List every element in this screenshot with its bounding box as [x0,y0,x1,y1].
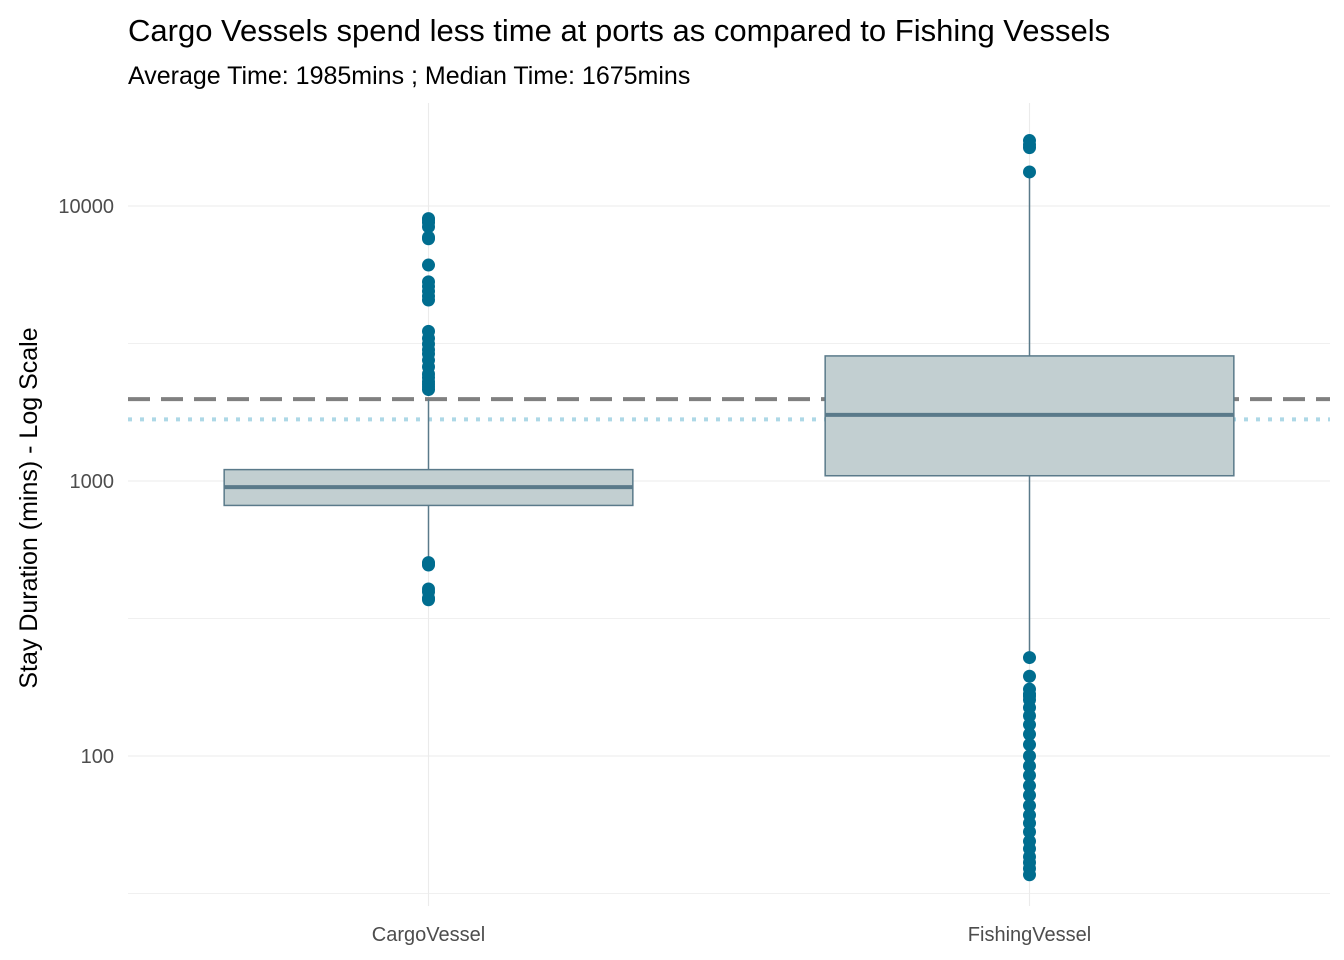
outlier-point [422,275,435,289]
outlier-point [1023,738,1036,752]
outlier-point [1023,749,1036,763]
outlier-point [1023,727,1036,741]
x-tick-label: FishingVessel [968,924,1091,946]
outlier-point [1023,718,1036,732]
y-axis-title: Stay Duration (mins) - Log Scale [15,327,43,688]
outlier-point [422,230,435,244]
outlier-point [1023,799,1036,813]
outlier-point [422,258,435,272]
x-axis: CargoVessel FishingVessel [372,924,1091,946]
outlier-point [1023,651,1036,665]
chart-subtitle: Average Time: 1985mins ; Median Time: 16… [128,62,690,90]
outlier-point [1023,669,1036,683]
outlier-point [1023,134,1036,148]
chart-title: Cargo Vessels spend less time at ports a… [128,13,1110,48]
outlier-point [422,582,435,596]
box-plots [223,134,1235,882]
y-tick-label: 1000 [70,471,115,493]
x-tick-label: CargoVessel [372,924,485,946]
outlier-point [1023,788,1036,802]
y-tick-label: 100 [81,746,114,768]
outlier-point [422,212,435,226]
box-cargovessel [223,212,634,607]
y-axis: 100 1000 10000 [58,196,114,768]
outlier-point [422,324,435,338]
outlier-point [1023,768,1036,782]
outlier-point [1023,759,1036,773]
outlier-point [1023,779,1036,793]
outlier-point [1023,868,1036,882]
outlier-point [1023,825,1036,839]
box-fishingvessel [824,134,1235,882]
outlier-point [1023,165,1036,179]
y-tick-label: 10000 [58,196,114,218]
outlier-point [422,556,435,570]
